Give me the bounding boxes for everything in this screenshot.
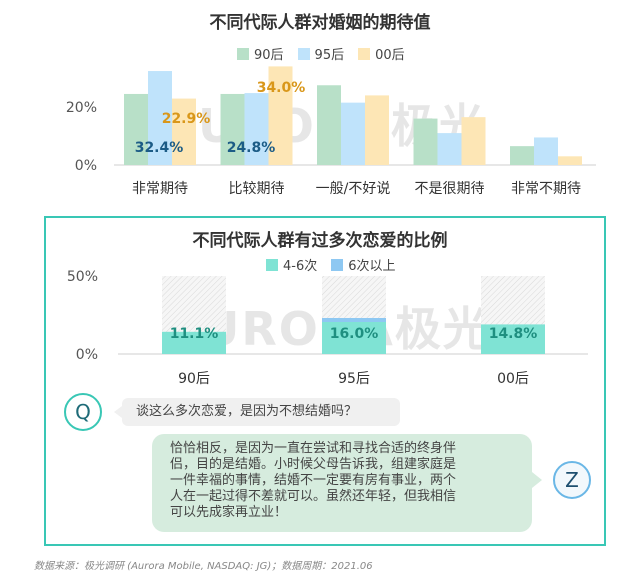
answer-line: 人在一起过得不差就可以。虽然还年轻，但我相信 — [170, 489, 457, 504]
bar-2-2 — [365, 95, 389, 165]
answer-line: 可以先成家再立业！ — [170, 505, 288, 520]
bar-2-1 — [341, 102, 365, 165]
bar-0-1 — [148, 71, 172, 165]
answer-bubble: 恰恰相反，是因为一直在尝试和寻找合适的终身伴 侣，目的是结婚。小时候父母告诉我，… — [152, 434, 542, 532]
bar-0-0 — [124, 93, 148, 165]
bar-1-0 — [220, 93, 245, 165]
legend-label-00: 00后 — [375, 48, 405, 63]
legend-item-4-6: 4-6次 — [266, 255, 317, 274]
legend-swatch-90 — [237, 47, 249, 60]
bar-2-0 — [481, 324, 545, 354]
legend-swatch-95 — [297, 47, 310, 60]
y-tick-label: 0% — [75, 158, 97, 174]
chart2-legend: 4-6次 6次以上 — [266, 255, 396, 274]
legend-label-95: 95后 — [314, 48, 345, 63]
legend-item-90: 90后 — [237, 44, 284, 63]
q-letter: Q — [75, 400, 91, 424]
answer-line: 一件幸福的事情，结婚不一定要有房有事业，两个 — [170, 473, 457, 488]
legend-swatch-00 — [358, 47, 371, 60]
bar-0-0 — [162, 331, 226, 354]
legend-label-4-6: 4-6次 — [283, 259, 318, 274]
bar-1-2 — [268, 66, 293, 165]
y-tick-label: 50% — [67, 269, 98, 285]
data-label: 24.8% — [227, 140, 276, 156]
bar-2-0 — [317, 85, 341, 165]
data-label: 22.9% — [162, 111, 211, 127]
dialog-panel — [44, 216, 606, 546]
legend-item-95: 95后 — [297, 44, 345, 63]
bar-1-1 — [322, 318, 386, 322]
bar-3-1 — [437, 133, 462, 165]
bar-1-0 — [322, 322, 386, 354]
z-letter: Z — [565, 468, 579, 492]
chart1-title: 不同代际人群对婚姻的期待值 — [209, 13, 431, 33]
z-avatar: Z — [553, 461, 591, 499]
x-tick-label: 95后 — [338, 371, 370, 387]
q-avatar: Q — [64, 393, 102, 431]
x-tick-label: 非常期待 — [132, 181, 188, 197]
bar-4-1 — [534, 137, 558, 165]
data-source: 数据来源：极光调研 (Aurora Mobile, NASDAQ: JG)；数据… — [34, 561, 373, 572]
bar-1-1 — [244, 93, 269, 165]
data-label: 11.1% — [170, 326, 219, 342]
x-tick-label: 比较期待 — [229, 181, 285, 197]
bar-4-0 — [510, 146, 534, 165]
chart1-legend: 90后 95后 00后 — [237, 44, 405, 63]
bar-3-2 — [461, 117, 486, 165]
chart2-plot: 0% 50% 11.1% 90后 16.0% 95后 14.8% 00后 — [67, 269, 588, 387]
chart1-plot: 0% 20% 非常期待 比较期待 一般/不好说 不是很期待 非常不期待 32.4% 22.9% 2… — [66, 66, 596, 197]
bar-4-2 — [558, 156, 582, 165]
bar-3-0 — [413, 118, 438, 165]
bar-0-2 — [172, 98, 196, 165]
x-tick-label: 00后 — [497, 371, 529, 387]
legend-label-90: 90后 — [254, 48, 284, 63]
y-tick-label: 20% — [66, 100, 97, 116]
legend-label-6plus: 6次以上 — [348, 259, 396, 274]
answer-line: 恰恰相反，是因为一直在尝试和寻找合适的终身伴 — [170, 441, 457, 456]
question-bubble: 谈这么多次恋爱，是因为不想结婚吗？ — [114, 398, 400, 426]
y-tick-label: 0% — [76, 347, 98, 363]
chart2-title: 不同代际人群有过多次恋爱的比例 — [192, 231, 448, 251]
x-tick-label: 一般/不好说 — [316, 181, 391, 197]
data-label: 34.0% — [257, 80, 306, 96]
x-tick-label: 不是很期待 — [415, 181, 485, 197]
answer-line: 侣，目的是结婚。小时候父母告诉我，组建家庭是 — [170, 457, 457, 472]
legend-swatch-6plus — [331, 258, 344, 271]
data-label: 14.8% — [489, 326, 538, 342]
legend-item-00: 00后 — [358, 44, 405, 63]
legend-swatch-4-6 — [266, 258, 278, 271]
x-tick-label: 90后 — [178, 371, 210, 387]
data-label: 32.4% — [135, 140, 184, 156]
data-label: 16.0% — [330, 326, 379, 342]
x-tick-label: 非常不期待 — [511, 181, 581, 197]
legend-item-6plus: 6次以上 — [331, 255, 396, 274]
